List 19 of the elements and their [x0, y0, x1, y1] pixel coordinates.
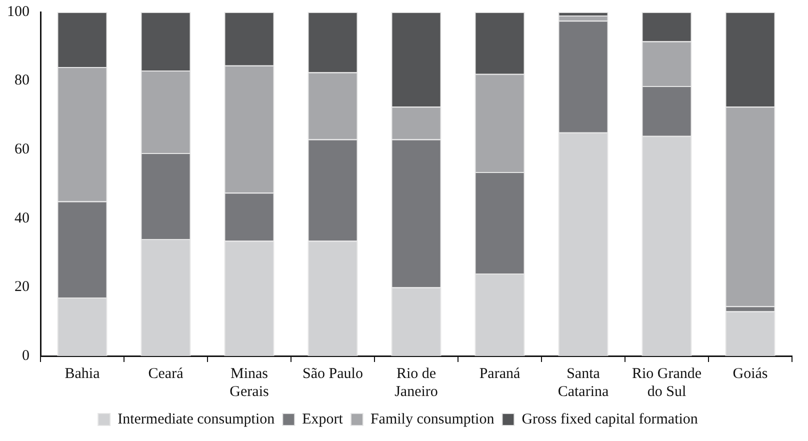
- y-tick-label: 100: [7, 4, 30, 20]
- legend-label: Intermediate consumption: [118, 411, 276, 428]
- legend-label: Gross fixed capital formation: [522, 411, 698, 428]
- x-tick-label: Goiás: [732, 366, 768, 382]
- x-tick-label: Paraná: [479, 366, 520, 382]
- y-tick-label: 20: [14, 279, 30, 296]
- y-tick-label: 0: [22, 348, 30, 364]
- y-tick-label: 80: [14, 72, 30, 89]
- x-tick-label: Rio Grande do Sul: [632, 366, 702, 400]
- y-tick-label: 60: [14, 142, 30, 158]
- x-tick-label: Bahia: [64, 366, 100, 382]
- x-tick-label: Santa Catarina: [558, 366, 609, 400]
- legend-label: Family consumption: [370, 411, 495, 428]
- x-tick-label: São Paulo: [302, 366, 363, 382]
- x-tick-label: Ceará: [148, 366, 184, 382]
- legend-label: Export: [302, 411, 344, 428]
- y-tick-label: 40: [14, 210, 30, 226]
- x-tick-label: Minas Gerais: [230, 366, 269, 400]
- x-tick-label: Rio de Janeiro: [394, 366, 438, 400]
